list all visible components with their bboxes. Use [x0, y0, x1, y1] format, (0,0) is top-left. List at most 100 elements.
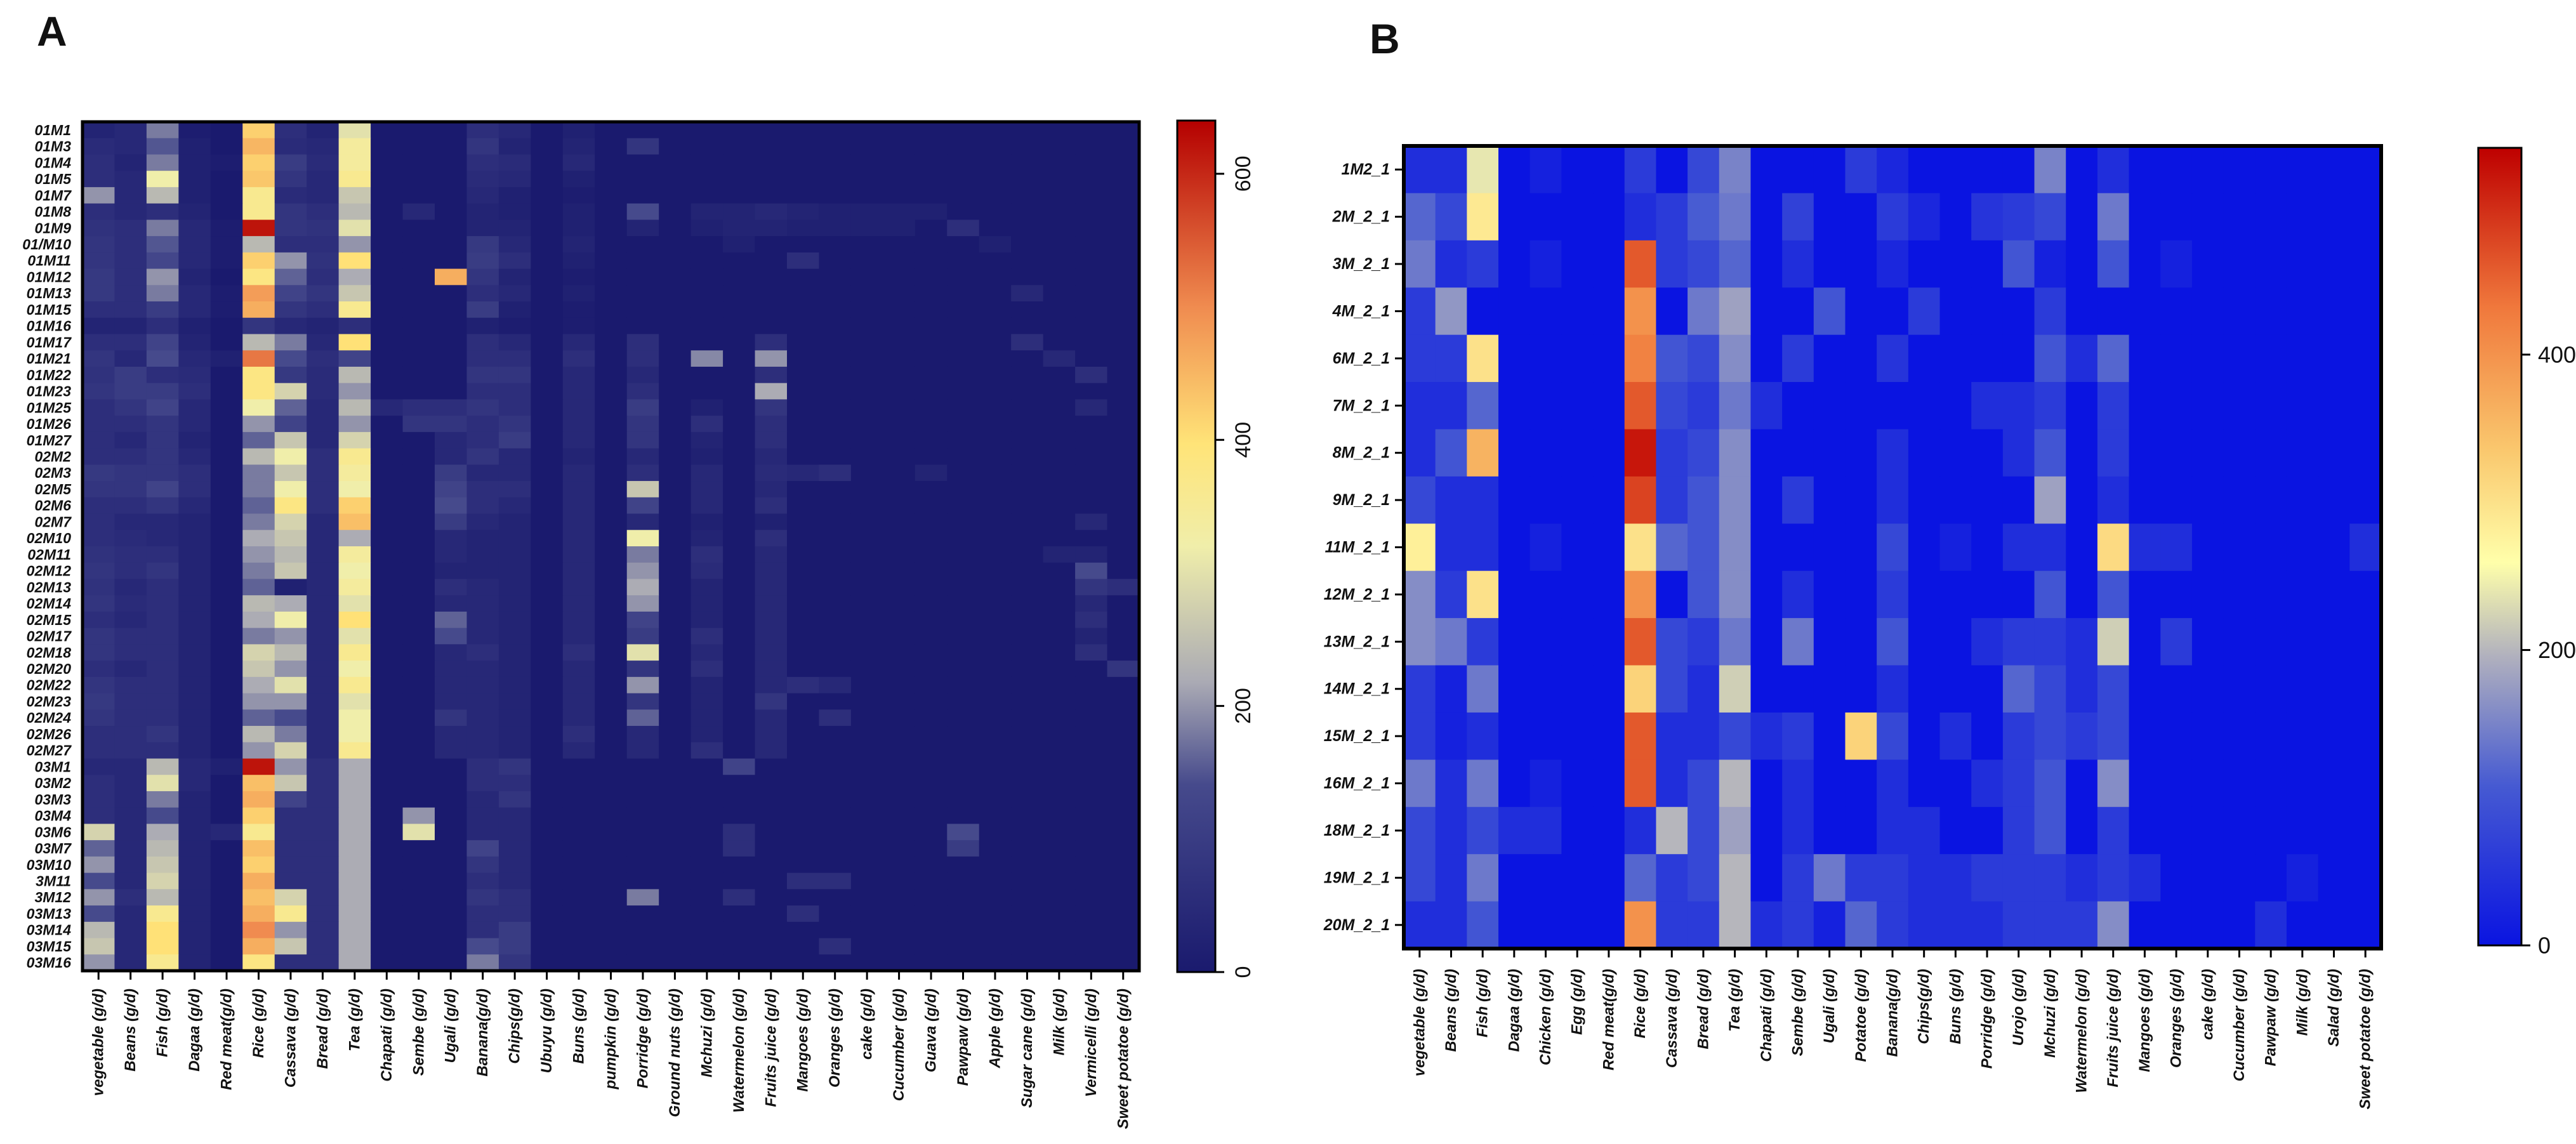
heatmap-cell: [947, 252, 980, 270]
heatmap-cell: [307, 334, 340, 351]
heatmap-cell: [1719, 429, 1752, 477]
heatmap-cell: [1107, 872, 1140, 890]
heatmap-cell: [1107, 938, 1140, 955]
heatmap-cell: [787, 350, 820, 367]
heatmap-cell: [2318, 570, 2350, 619]
heatmap-cell: [2129, 712, 2161, 760]
heatmap-cell: [274, 154, 307, 171]
heatmap-cell: [1750, 287, 1783, 336]
heatmap-cell: [947, 383, 980, 400]
heatmap-cell: [659, 350, 692, 367]
heatmap-cell: [1877, 665, 1909, 713]
heatmap-cell: [307, 758, 340, 775]
heatmap-cell: [787, 431, 820, 449]
heatmap-cell: [755, 317, 788, 335]
heatmap-cell: [1498, 146, 1531, 194]
heatmap-cell: [435, 824, 468, 841]
heatmap-cell: [1845, 712, 1877, 760]
heatmap-cell: [787, 252, 820, 270]
heatmap-cell: [626, 726, 659, 743]
row-label: 02M5: [34, 481, 72, 497]
heatmap-cell: [723, 350, 756, 367]
heatmap-cell: [242, 122, 275, 139]
heatmap-cell: [2002, 146, 2035, 194]
heatmap-cell: [1529, 334, 1562, 383]
heatmap-cell: [595, 252, 628, 270]
heatmap-cell: [1845, 287, 1877, 336]
heatmap-cell: [1043, 301, 1076, 319]
heatmap-cell: [114, 905, 147, 923]
heatmap-cell: [2286, 759, 2319, 808]
row-label: 01M26: [27, 416, 72, 432]
heatmap-cell: [83, 693, 116, 710]
heatmap-cell: [690, 138, 723, 155]
heatmap-cell: [1043, 856, 1076, 874]
heatmap-cell: [371, 252, 404, 270]
heatmap-cell: [723, 431, 756, 449]
heatmap-cell: [595, 383, 628, 400]
heatmap-cell: [371, 775, 404, 792]
heatmap-cell: [1719, 712, 1752, 760]
heatmap-cell: [83, 807, 116, 825]
heatmap-cell: [1782, 523, 1814, 572]
heatmap-cell: [1561, 618, 1594, 666]
heatmap-cell: [723, 905, 756, 923]
heatmap-cell: [146, 856, 179, 874]
heatmap-cell: [1813, 665, 1846, 713]
heatmap-cell: [531, 676, 564, 694]
heatmap-cell: [371, 464, 404, 482]
heatmap-cell: [1043, 954, 1076, 971]
heatmap-cell: [947, 628, 980, 645]
heatmap-cell: [755, 938, 788, 955]
heatmap-cell: [947, 889, 980, 906]
heatmap-cell: [338, 742, 371, 759]
heatmap-cell: [2002, 476, 2035, 524]
heatmap-cell: [1467, 854, 1499, 902]
heatmap-cell: [883, 481, 916, 498]
heatmap-cell: [274, 742, 307, 759]
heatmap-cell: [1107, 791, 1140, 808]
heatmap-cell: [210, 220, 243, 237]
heatmap-cell: [819, 628, 852, 645]
heatmap-cell: [787, 530, 820, 547]
heatmap-cell: [915, 938, 948, 955]
heatmap-cell: [178, 905, 211, 923]
heatmap-cell: [114, 464, 147, 482]
heatmap-cell: [819, 709, 852, 727]
heatmap-cell: [562, 497, 595, 515]
heatmap-cell: [883, 252, 916, 270]
heatmap-cell: [850, 187, 883, 204]
heatmap-cell: [531, 530, 564, 547]
heatmap-cell: [371, 579, 404, 596]
heatmap-cell: [883, 513, 916, 530]
heatmap-cell: [1656, 618, 1688, 666]
row-label: 02M6: [34, 497, 71, 514]
heatmap-cell: [723, 252, 756, 270]
heatmap-cell: [307, 530, 340, 547]
heatmap-cell: [595, 171, 628, 188]
heatmap-cell: [979, 938, 1012, 955]
heatmap-cell: [1011, 824, 1044, 841]
heatmap-cell: [883, 301, 916, 319]
heatmap-cell: [307, 954, 340, 971]
row-label: 03M4: [34, 808, 71, 824]
heatmap-cell: [274, 856, 307, 874]
heatmap-cell: [1845, 665, 1877, 713]
heatmap-cell: [178, 431, 211, 449]
heatmap-cell: [819, 676, 852, 694]
heatmap-cell: [1750, 854, 1783, 902]
heatmap-cell: [1107, 138, 1140, 155]
heatmap-cell: [915, 448, 948, 465]
heatmap-cell: [402, 872, 435, 890]
heatmap-cell: [402, 546, 435, 563]
heatmap-cell: [402, 954, 435, 971]
heatmap-cell: [1845, 759, 1877, 808]
heatmap-cell: [402, 236, 435, 253]
heatmap-cell: [83, 220, 116, 237]
heatmap-cell: [1688, 570, 1720, 619]
heatmap-cell: [1075, 530, 1108, 547]
heatmap-cell: [531, 350, 564, 367]
heatmap-cell: [690, 709, 723, 727]
heatmap-cell: [2002, 665, 2035, 713]
heatmap-cell: [1561, 901, 1594, 949]
